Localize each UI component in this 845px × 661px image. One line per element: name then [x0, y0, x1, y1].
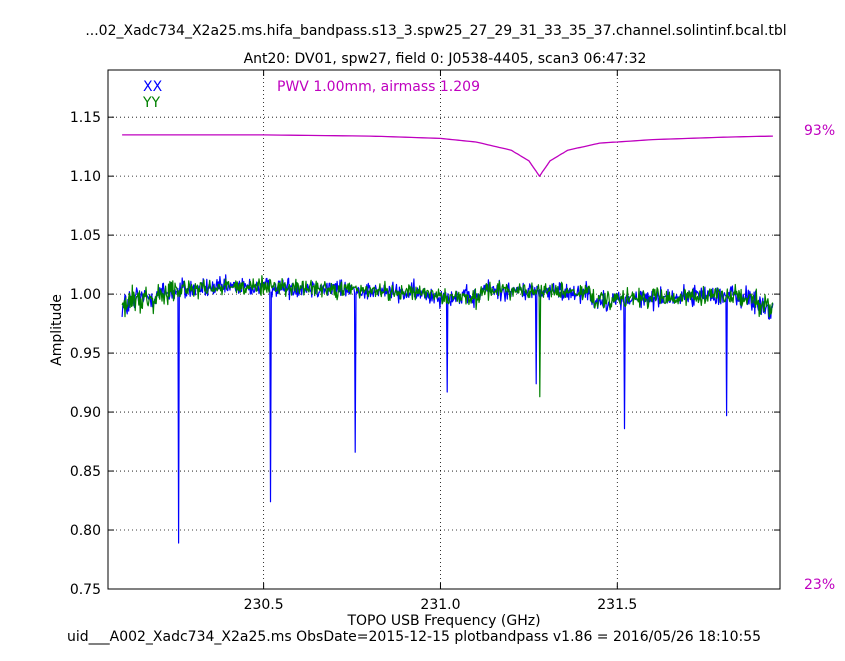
footer-info: uid___A002_Xadc734_X2a25.ms ObsDate=2015… [67, 629, 761, 645]
plot-border [107, 69, 781, 590]
pwv-annotation: PWV 1.00mm, airmass 1.209 [277, 79, 480, 95]
y-tick-label: 1.10 [70, 169, 101, 185]
x-tick-label: 231.0 [420, 597, 460, 613]
atmosphere-transmission-line [122, 134, 773, 177]
y-tick-label: 0.90 [70, 405, 101, 421]
y-tick-label: 0.85 [70, 464, 101, 480]
plot-frame [108, 70, 780, 589]
secondary-axis-top-label: 93% [804, 123, 835, 139]
legend-xx: XX [143, 79, 163, 95]
filename-title: ...02_Xadc734_X2a25.ms.hifa_bandpass.s13… [85, 23, 786, 39]
series-yy-line [121, 275, 774, 398]
y-tick-label: 1.05 [70, 228, 101, 244]
legend-yy: YY [142, 95, 161, 111]
y-tick-label: 0.75 [70, 582, 101, 598]
x-axis-label: TOPO USB Frequency (GHz) [346, 613, 540, 629]
x-tick-label: 231.5 [597, 597, 637, 613]
y-tick-label: 0.95 [70, 346, 101, 362]
x-tick-label: 230.5 [244, 597, 284, 613]
y-tick-label: 0.80 [70, 523, 101, 539]
y-axis-label: Amplitude [49, 294, 65, 366]
y-tick-label: 1.00 [70, 287, 101, 303]
y-tick-label: 1.15 [70, 110, 101, 126]
ticks: 0.75 0.80 0.85 0.90 0.95 1.00 1.05 1.10 1.15 230.… [70, 70, 780, 613]
data-layer [121, 134, 774, 544]
series-xx-line [121, 274, 774, 544]
secondary-axis-bottom-label: 23% [804, 577, 835, 593]
plot-subtitle: Ant20: DV01, spw27, field 0: J0538-4405,… [244, 51, 647, 67]
